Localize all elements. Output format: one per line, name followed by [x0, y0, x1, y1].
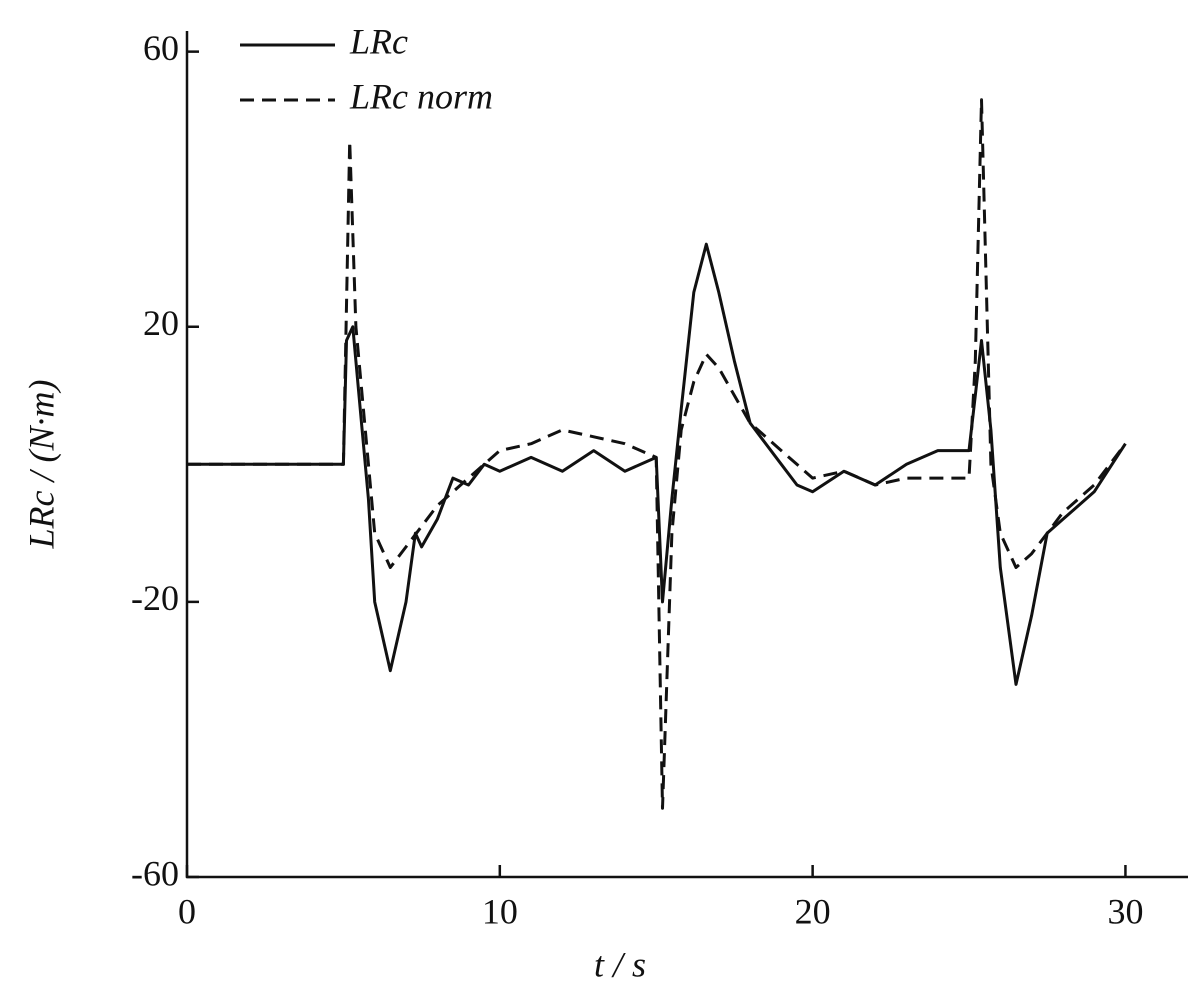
legend-label: LRc norm — [349, 76, 493, 116]
series-line — [187, 242, 1127, 686]
x-tick-label: 20 — [795, 891, 831, 931]
y-tick-label: 60 — [143, 28, 179, 68]
y-tick-label: -20 — [131, 578, 179, 618]
x-axis-label: t / s — [594, 944, 646, 984]
y-tick-label: -60 — [131, 853, 179, 893]
x-tick-label: 30 — [1107, 891, 1143, 931]
legend-label: LRc — [349, 21, 408, 61]
y-tick-label: 20 — [143, 303, 179, 343]
series-line — [187, 98, 1127, 810]
x-tick-label: 0 — [178, 891, 196, 931]
y-axis-label: LRc / (N·m) — [21, 380, 61, 550]
x-tick-label: 10 — [482, 891, 518, 931]
